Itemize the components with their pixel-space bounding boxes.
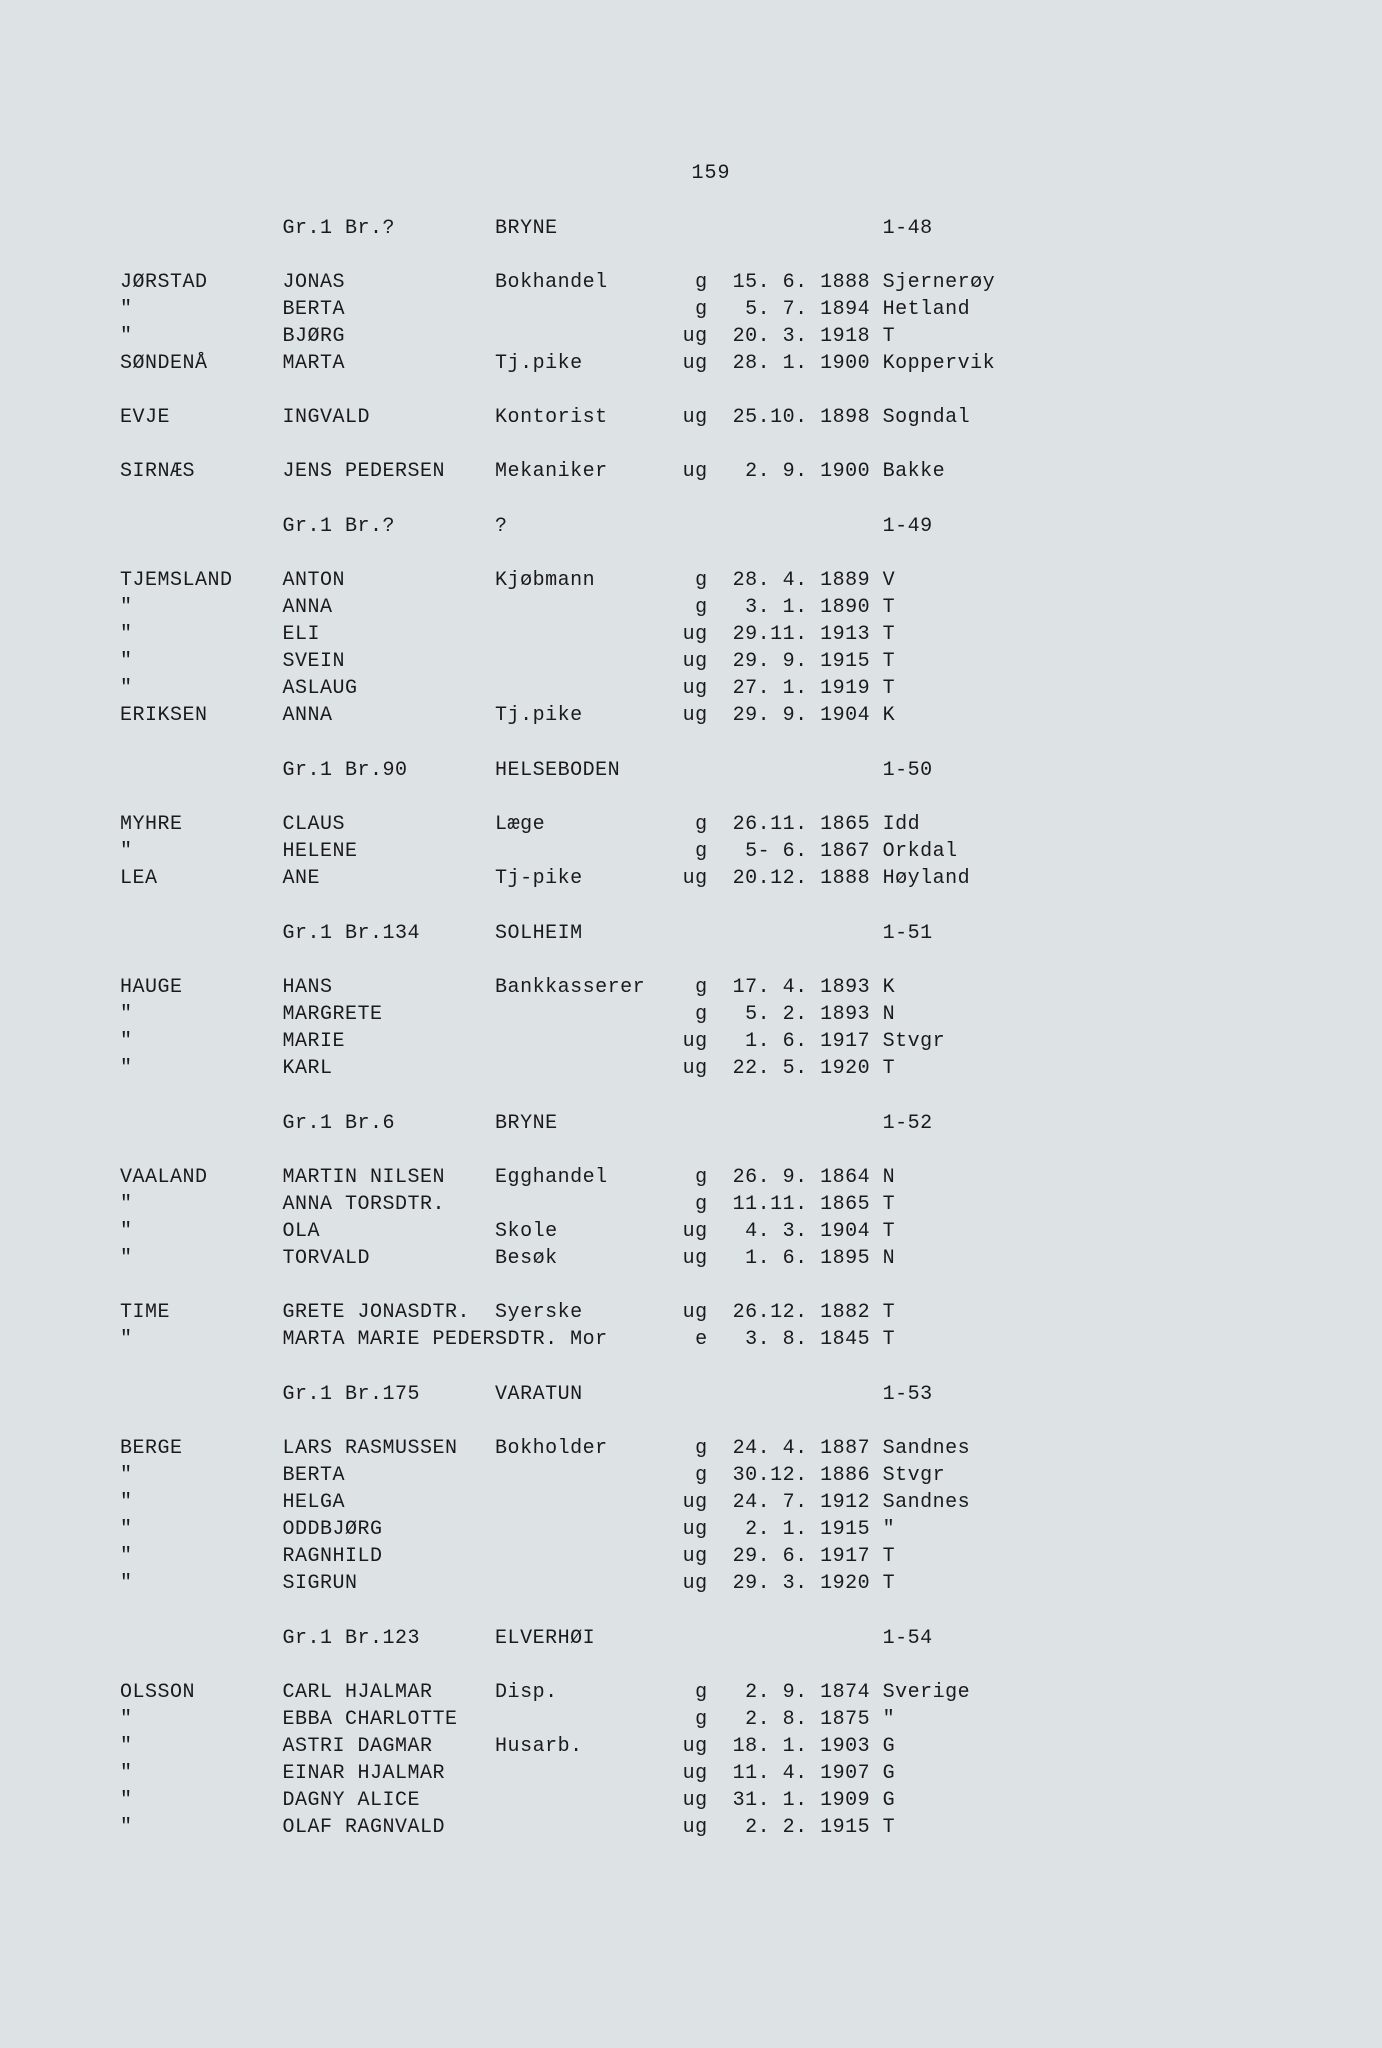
blank-line: [120, 540, 1302, 567]
record-row: OLSSON CARL HJALMAR Disp. g 2. 9. 1874 S…: [120, 1679, 1302, 1706]
record-row: " OLAF RAGNVALD ug 2. 2. 1915 T: [120, 1814, 1302, 1841]
record-row: [120, 431, 1302, 458]
record-row: [120, 377, 1302, 404]
record-row: " ANNA TORSDTR. g 11.11. 1865 T: [120, 1191, 1302, 1218]
record-row: TJEMSLAND ANTON Kjøbmann g 28. 4. 1889 V: [120, 567, 1302, 594]
blank-line: [120, 947, 1302, 974]
record-row: " BJØRG ug 20. 3. 1918 T: [120, 323, 1302, 350]
record-row: " SIGRUN ug 29. 3. 1920 T: [120, 1570, 1302, 1597]
record-row: " ODDBJØRG ug 2. 1. 1915 ": [120, 1516, 1302, 1543]
census-page: 159 Gr.1 Br.? BRYNE 1-48 JØRSTAD JONAS B…: [0, 0, 1382, 2048]
section-header: Gr.1 Br.? ? 1-49: [120, 513, 1302, 540]
blank-line: [120, 1652, 1302, 1679]
record-row: HAUGE HANS Bankkasserer g 17. 4. 1893 K: [120, 974, 1302, 1001]
section-header: Gr.1 Br.? BRYNE 1-48: [120, 215, 1302, 242]
record-row: " KARL ug 22. 5. 1920 T: [120, 1055, 1302, 1082]
record-row: " HELGA ug 24. 7. 1912 Sandnes: [120, 1489, 1302, 1516]
record-row: VAALAND MARTIN NILSEN Egghandel g 26. 9.…: [120, 1164, 1302, 1191]
record-row: " OLA Skole ug 4. 3. 1904 T: [120, 1218, 1302, 1245]
record-section: Gr.1 Br.? ? 1-49 TJEMSLAND ANTON Kjøbman…: [120, 513, 1302, 729]
record-row: SØNDENÅ MARTA Tj.pike ug 28. 1. 1900 Kop…: [120, 350, 1302, 377]
record-row: SIRNÆS JENS PEDERSEN Mekaniker ug 2. 9. …: [120, 458, 1302, 485]
record-section: Gr.1 Br.90 HELSEBODEN 1-50 MYHRE CLAUS L…: [120, 757, 1302, 892]
blank-line: [120, 242, 1302, 269]
record-section: Gr.1 Br.134 SOLHEIM 1-51 HAUGE HANS Bank…: [120, 920, 1302, 1082]
record-row: LEA ANE Tj-pike ug 20.12. 1888 Høyland: [120, 865, 1302, 892]
record-row: " EBBA CHARLOTTE g 2. 8. 1875 ": [120, 1706, 1302, 1733]
record-row: " SVEIN ug 29. 9. 1915 T: [120, 648, 1302, 675]
record-row: " ELI ug 29.11. 1913 T: [120, 621, 1302, 648]
record-row: " BERTA g 30.12. 1886 Stvgr: [120, 1462, 1302, 1489]
record-row: " TORVALD Besøk ug 1. 6. 1895 N: [120, 1245, 1302, 1272]
blank-line: [120, 784, 1302, 811]
section-header: Gr.1 Br.175 VARATUN 1-53: [120, 1381, 1302, 1408]
record-row: " MARIE ug 1. 6. 1917 Stvgr: [120, 1028, 1302, 1055]
record-section: Gr.1 Br.175 VARATUN 1-53 BERGE LARS RASM…: [120, 1381, 1302, 1597]
section-header: Gr.1 Br.90 HELSEBODEN 1-50: [120, 757, 1302, 784]
record-row: " RAGNHILD ug 29. 6. 1917 T: [120, 1543, 1302, 1570]
record-section: Gr.1 Br.? BRYNE 1-48 JØRSTAD JONAS Bokha…: [120, 215, 1302, 485]
record-row: BERGE LARS RASMUSSEN Bokholder g 24. 4. …: [120, 1435, 1302, 1462]
record-row: " DAGNY ALICE ug 31. 1. 1909 G: [120, 1787, 1302, 1814]
record-row: TIME GRETE JONASDTR. Syerske ug 26.12. 1…: [120, 1299, 1302, 1326]
record-section: Gr.1 Br.123 ELVERHØI 1-54 OLSSON CARL HJ…: [120, 1625, 1302, 1841]
record-row: " MARTA MARIE PEDERSDTR. Mor e 3. 8. 184…: [120, 1326, 1302, 1353]
section-header: Gr.1 Br.123 ELVERHØI 1-54: [120, 1625, 1302, 1652]
blank-line: [120, 1408, 1302, 1435]
record-row: [120, 1272, 1302, 1299]
record-row: " ASTRI DAGMAR Husarb. ug 18. 1. 1903 G: [120, 1733, 1302, 1760]
section-header: Gr.1 Br.6 BRYNE 1-52: [120, 1110, 1302, 1137]
record-row: " ANNA g 3. 1. 1890 T: [120, 594, 1302, 621]
record-row: " MARGRETE g 5. 2. 1893 N: [120, 1001, 1302, 1028]
record-row: " BERTA g 5. 7. 1894 Hetland: [120, 296, 1302, 323]
record-row: " EINAR HJALMAR ug 11. 4. 1907 G: [120, 1760, 1302, 1787]
section-header: Gr.1 Br.134 SOLHEIM 1-51: [120, 920, 1302, 947]
record-row: " HELENE g 5- 6. 1867 Orkdal: [120, 838, 1302, 865]
record-row: EVJE INGVALD Kontorist ug 25.10. 1898 So…: [120, 404, 1302, 431]
record-section: Gr.1 Br.6 BRYNE 1-52 VAALAND MARTIN NILS…: [120, 1110, 1302, 1353]
record-row: ERIKSEN ANNA Tj.pike ug 29. 9. 1904 K: [120, 702, 1302, 729]
record-sections: Gr.1 Br.? BRYNE 1-48 JØRSTAD JONAS Bokha…: [120, 215, 1302, 1841]
record-row: MYHRE CLAUS Læge g 26.11. 1865 Idd: [120, 811, 1302, 838]
record-row: JØRSTAD JONAS Bokhandel g 15. 6. 1888 Sj…: [120, 269, 1302, 296]
page-number: 159: [120, 160, 1302, 187]
record-row: " ASLAUG ug 27. 1. 1919 T: [120, 675, 1302, 702]
blank-line: [120, 1137, 1302, 1164]
